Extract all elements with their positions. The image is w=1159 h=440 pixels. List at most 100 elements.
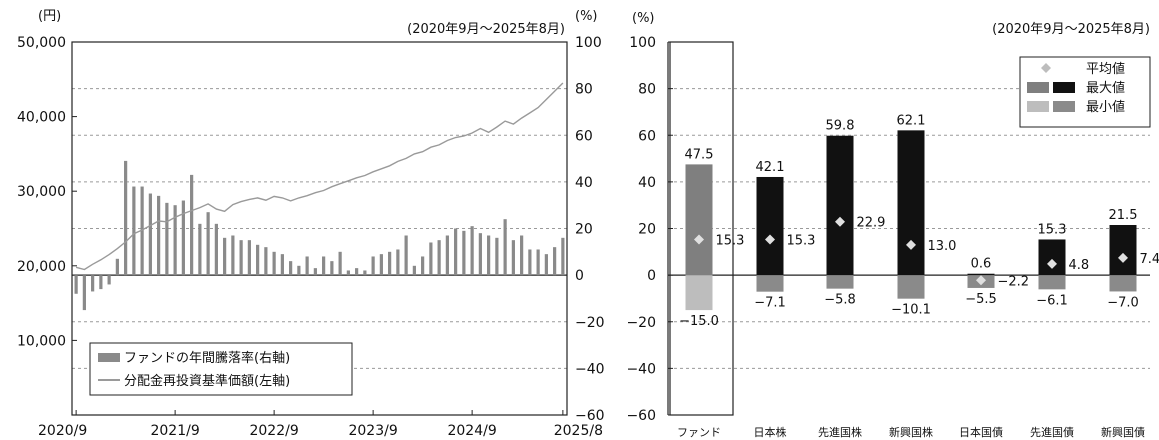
max-value-label: 42.1 [756,160,785,175]
right-chart-y-tick-label: 100 [629,35,656,51]
max-range-bar [826,135,854,276]
right-y-tick-label: −20 [575,315,605,331]
left-plot-frame [71,41,568,416]
annual-return-bar [231,235,235,276]
avg-value-label: 4.8 [1069,258,1090,273]
category-label: 新興国株 [889,425,933,439]
annual-return-bar [371,256,375,276]
annual-return-bar [421,256,425,276]
right-chart-y-tick-label: 20 [638,222,656,238]
annual-return-bar [429,242,433,276]
max-value-label: 15.3 [1038,222,1067,237]
left-period-label: (2020年9月～2025年8月) [407,22,565,37]
avg-marker [906,239,916,250]
legend-label-annual-return: ファンドの年間騰落率(右軸) [124,350,290,366]
avg-marker [765,234,775,245]
annual-return-bar [487,235,491,276]
left-legend: ファンドの年間騰落率(右軸) 分配金再投資基準価額(左軸) [89,342,353,396]
avg-value-label: 13.0 [928,239,957,254]
max-range-bar [756,176,784,276]
annual-return-bar [272,251,276,276]
category-label: 先進国債 [1030,425,1074,439]
annual-return-bar [140,186,144,276]
left-x-tick-label: 2021/9 [150,423,199,439]
min-range-bar [826,275,854,289]
annual-return-bar [115,258,119,276]
annual-return-bar [355,268,359,276]
right-chart-y-tick-label: −60 [626,408,656,424]
annual-return-bar [561,237,565,276]
left-y-tick-label: 50,000 [17,35,66,51]
annual-return-bar [495,237,499,276]
annual-return-bar [388,251,392,276]
annual-return-bar [280,254,284,276]
min-range-bar [1038,275,1066,290]
annual-return-bar [412,265,416,276]
annual-return-bar [264,247,268,276]
legend-bar-swatch [98,353,120,362]
annual-return-bar [91,275,95,292]
avg-value-label: −2.2 [998,274,1030,289]
left-y-unit: (円) [38,9,61,24]
category-label: 日本国債 [959,425,1003,439]
annual-return-bar [396,249,400,276]
fund-highlight-frame [669,41,734,416]
right-y-tick-label: 100 [575,35,602,51]
annual-return-bar [247,240,251,276]
left-y-tick-label: 10,000 [17,333,66,349]
min-value-label: −15.0 [679,314,719,329]
min-value-label: −10.1 [891,303,931,318]
category-label: 日本株 [754,425,787,439]
legend-diamond-icon [1041,63,1051,73]
right-y-tick-label: −60 [575,408,605,424]
annual-return-bar [338,251,342,276]
legend-fund-min-swatch [1027,101,1049,112]
annual-return-bar [256,244,260,276]
avg-marker [1047,258,1057,269]
annual-return-bar [553,247,557,276]
annual-return-bar [305,256,309,276]
min-range-bar [897,275,925,299]
max-value-label: 21.5 [1109,208,1138,223]
annual-return-bar [173,205,177,276]
right-chart-unit: (%) [632,11,655,26]
right-chart-y-tick-label: −20 [626,315,656,331]
annual-return-bar [404,235,408,276]
min-value-label: −7.1 [754,296,786,311]
max-value-label: 47.5 [685,147,714,162]
min-range-bar [756,275,784,292]
max-range-bar [967,273,995,276]
max-range-bar [685,164,713,276]
avg-marker [1118,252,1128,263]
annual-return-bar [330,261,334,276]
annual-return-bar [313,268,317,276]
left-y-tick-label: 30,000 [17,184,66,200]
annual-return-bar [82,275,86,311]
annual-return-bar [454,228,458,276]
right-y-tick-label: 20 [575,222,593,238]
right-y-tick-label: 80 [575,82,593,98]
annual-return-bar [511,240,515,276]
max-value-label: 59.8 [826,119,855,134]
annual-return-bar [363,270,367,276]
annual-return-bar [107,275,111,285]
annual-return-bar [132,186,136,276]
legend-label-min: 最小値 [1086,99,1125,115]
annual-return-bar [181,200,185,276]
annual-return-bar [478,233,482,276]
right-chart-y-tick-label: 60 [638,128,656,144]
right-chart-y-tick-label: −40 [626,361,656,377]
right-y-tick-label: 0 [575,268,584,284]
max-value-label: 62.1 [897,113,926,128]
annual-return-bar [379,254,383,276]
nav-series-line [75,82,564,271]
left-x-tick-label: 2023/9 [348,423,397,439]
right-chart: (%) (2020年9月～2025年8月) 100 80 60 40 20 0 −20 −40… [626,11,1159,439]
min-value-label: −5.5 [965,292,997,307]
annual-return-bar [214,223,218,276]
avg-marker [835,216,845,227]
category-label: 先進国株 [818,425,862,439]
right-legend: 平均値 最大値 最小値 [1019,56,1151,128]
annual-return-bar [74,275,78,294]
